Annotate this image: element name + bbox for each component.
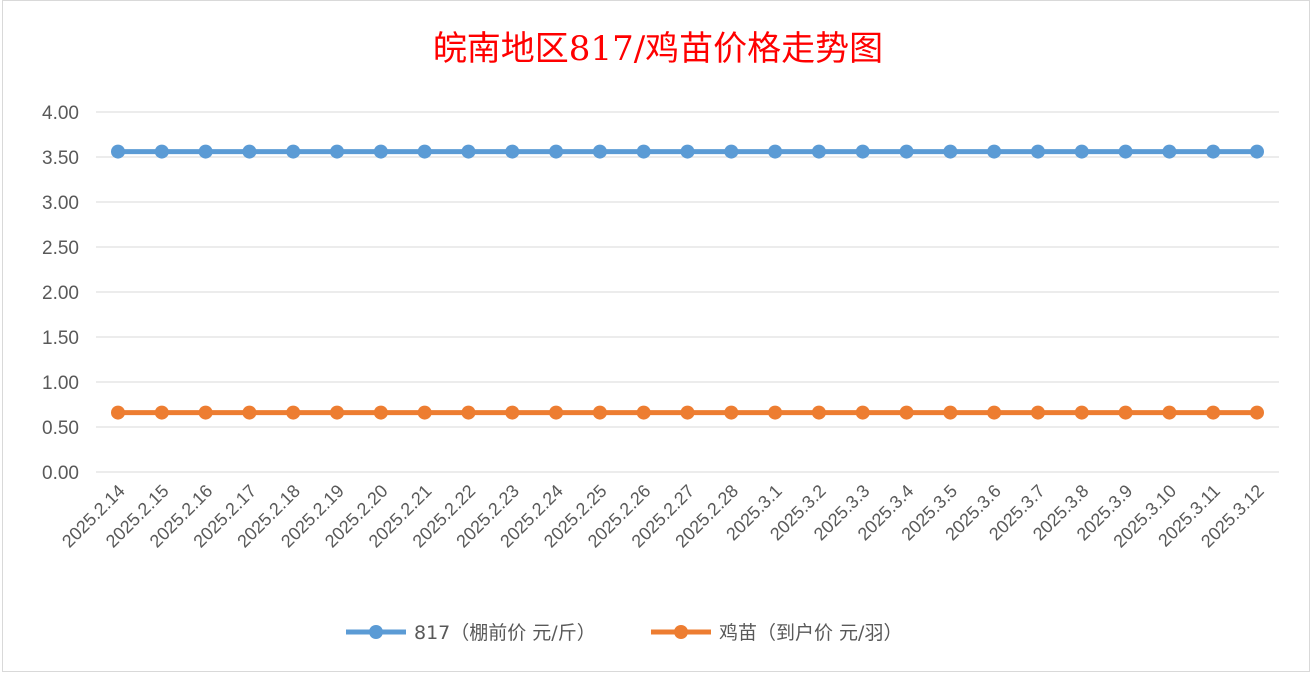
data-point [1074,405,1089,420]
series-0 [111,144,1264,159]
data-point [943,144,958,159]
data-point [1250,405,1264,420]
data-point [680,405,695,420]
data-point [461,405,476,420]
data-point [242,405,257,420]
y-axis-ticks: 0.00 0.50 1.00 1.50 2.00 2.50 3.00 3.50 4.00 [42,103,79,484]
data-point [549,144,564,159]
y-tick-label: 0.00 [42,463,79,484]
data-point [154,405,169,420]
data-point [1118,405,1133,420]
legend-label: 鸡苗（到户价 元/羽） [719,622,902,644]
data-point [636,405,651,420]
data-point [1030,144,1045,159]
data-point [1162,144,1177,159]
x-axis-ticks: 2025.2.142025.2.152025.2.162025.2.172025… [58,481,1268,552]
data-point [198,405,213,420]
y-tick-label: 2.00 [42,283,79,304]
data-point [286,405,301,420]
data-point [198,144,213,159]
y-tick-label: 3.50 [42,148,79,169]
data-point [505,144,520,159]
data-point [330,405,345,420]
data-point [373,144,388,159]
legend-swatch-marker [369,625,383,639]
series-1 [111,405,1264,420]
data-point [724,144,739,159]
data-point [111,144,125,159]
data-point [1030,405,1045,420]
legend-swatch-marker [674,625,688,639]
data-point [592,405,607,420]
data-point [417,144,432,159]
data-point [286,144,301,159]
data-point [943,405,958,420]
legend: 817（棚前价 元/斤） 鸡苗（到户价 元/羽） [346,622,902,644]
y-tick-label: 1.00 [42,373,79,394]
data-point [242,144,257,159]
data-point [505,405,520,420]
data-point [1074,144,1089,159]
data-point [768,405,783,420]
data-point [330,144,345,159]
legend-label: 817（棚前价 元/斤） [414,622,596,644]
data-point [899,405,914,420]
data-point [1206,405,1221,420]
data-point [1162,405,1177,420]
data-point [987,144,1002,159]
data-point [592,144,607,159]
data-point [549,405,564,420]
y-tick-label: 1.50 [42,328,79,349]
data-point [1250,144,1264,159]
y-tick-label: 3.00 [42,193,79,214]
grid-lines [96,111,1279,473]
y-tick-label: 0.50 [42,418,79,439]
data-point [724,405,739,420]
data-point [811,405,826,420]
series-layer [111,144,1264,420]
data-point [1206,144,1221,159]
data-point [417,405,432,420]
data-point [1118,144,1133,159]
data-point [855,144,870,159]
data-point [855,405,870,420]
y-tick-label: 2.50 [42,238,79,259]
data-point [987,405,1002,420]
data-point [461,144,476,159]
chart-title: 皖南地区817/鸡苗价格走势图 [433,29,883,69]
data-point [768,144,783,159]
y-tick-label: 4.00 [42,103,79,124]
data-point [811,144,826,159]
data-point [899,144,914,159]
data-point [636,144,651,159]
data-point [680,144,695,159]
data-point [154,144,169,159]
data-point [373,405,388,420]
data-point [111,405,125,420]
